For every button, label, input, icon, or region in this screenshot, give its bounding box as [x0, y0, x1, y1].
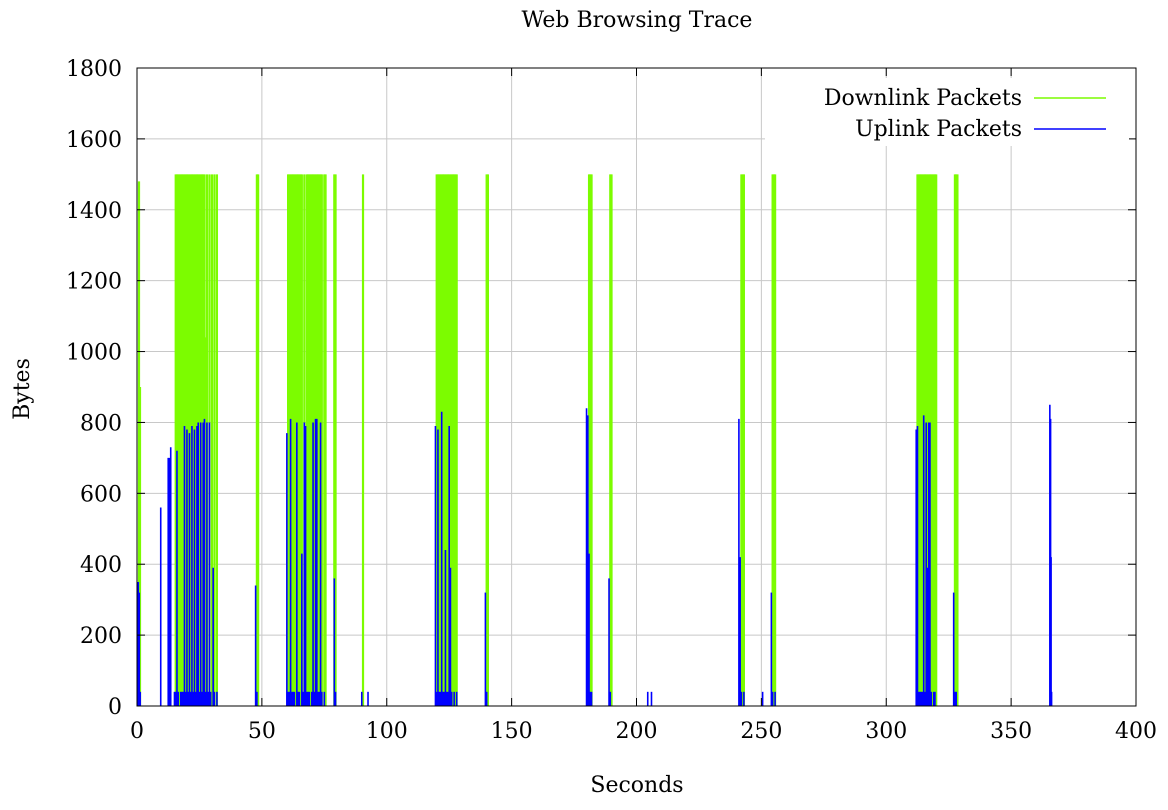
- x-tick-label: 350: [990, 719, 1032, 744]
- y-tick-label: 1000: [66, 341, 122, 366]
- y-axis-title: Bytes: [10, 358, 35, 420]
- y-tick-label: 800: [80, 411, 122, 436]
- data-layer: [137, 174, 1053, 706]
- y-tick-label: 600: [80, 482, 122, 507]
- y-tick-label: 400: [80, 553, 122, 578]
- legend-label: Uplink Packets: [855, 117, 1022, 142]
- x-tick-label: 200: [616, 719, 658, 744]
- y-tick-label: 1800: [66, 57, 122, 82]
- y-tick-label: 200: [80, 624, 122, 649]
- y-tick-label: 1200: [66, 270, 122, 295]
- x-tick-label: 250: [740, 719, 782, 744]
- legend: Downlink Packets Uplink Packets: [765, 78, 1129, 146]
- x-tick-label: 50: [248, 719, 276, 744]
- x-tick-label: 400: [1115, 719, 1157, 744]
- legend-label: Downlink Packets: [824, 86, 1022, 111]
- y-tick-label: 1600: [66, 128, 122, 153]
- x-axis-title: Seconds: [590, 773, 683, 798]
- x-tick-label: 0: [130, 719, 144, 744]
- y-tick-label: 0: [108, 695, 122, 720]
- x-tick-label: 150: [491, 719, 533, 744]
- x-tick-label: 300: [865, 719, 907, 744]
- y-tick-label: 1400: [66, 199, 122, 224]
- legend-background: [765, 78, 1129, 146]
- axes: 0 50 100 150 200 250 300 350 400 0 200 400 600 800 100…: [66, 57, 1157, 744]
- x-tick-label: 100: [366, 719, 408, 744]
- chart-title: Web Browsing Trace: [522, 8, 753, 33]
- series-uplink: [137, 404, 1053, 706]
